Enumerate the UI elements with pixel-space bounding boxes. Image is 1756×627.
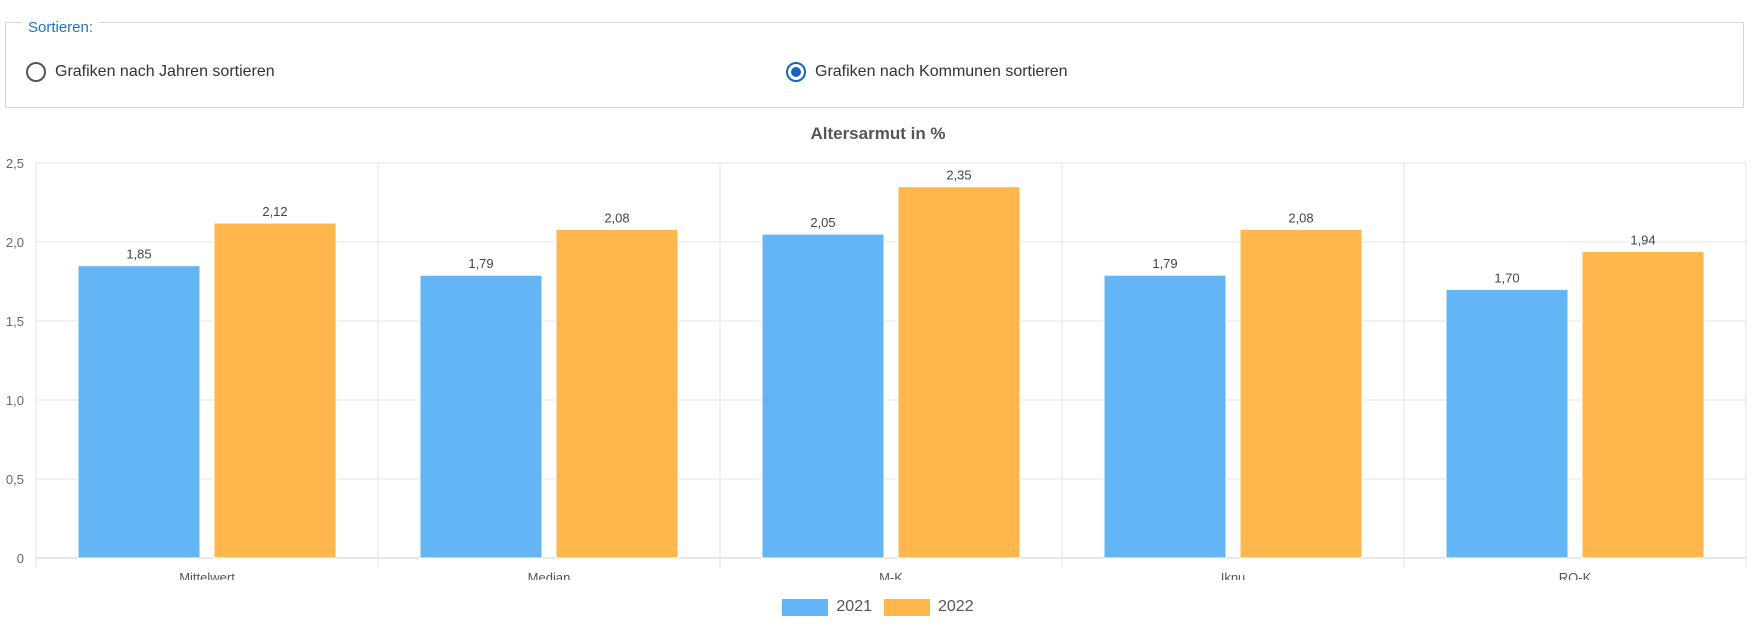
bar-2021 <box>1103 274 1227 559</box>
data-label: 1,70 <box>1494 270 1519 285</box>
data-label: 1,85 <box>126 247 151 262</box>
radio-sort-by-year[interactable]: Grafiken nach Jahren sortieren <box>26 62 275 82</box>
y-tick-label: 1,0 <box>6 393 24 408</box>
chart-title: Altersarmut in % <box>810 124 946 143</box>
radio-button-year[interactable] <box>26 62 46 82</box>
sort-legend: Sortieren: <box>22 19 100 37</box>
bar-2021 <box>1445 288 1569 559</box>
x-tick-label: M-K <box>879 570 903 580</box>
x-tick-label: Iknu <box>1221 570 1246 580</box>
sort-fieldset: Sortieren: Grafiken nach Jahren sortiere… <box>5 19 1744 108</box>
data-label: 1,94 <box>1630 232 1655 247</box>
x-tick-label: Mittelwert <box>179 570 235 580</box>
y-tick-label: 0,5 <box>6 472 24 487</box>
bar-chart: 0 0,5 1,0 1,5 2,0 2,5 1,85 2,12 Mittelwert 1,79 2,… <box>6 156 1747 580</box>
radio-button-municipality[interactable] <box>786 62 806 82</box>
bar-2022 <box>1239 228 1363 559</box>
y-tick-label: 2,0 <box>6 235 24 250</box>
legend-swatch-2021 <box>782 598 829 616</box>
bar-2021 <box>77 265 201 559</box>
legend-item-2022[interactable]: 2022 <box>884 598 974 616</box>
bar-2022 <box>555 228 679 559</box>
bar-2021 <box>419 274 543 559</box>
y-tick-label: 0 <box>17 551 24 566</box>
data-label: 2,12 <box>262 204 287 219</box>
legend-swatch-2022 <box>884 598 930 616</box>
legend-item-2021[interactable]: 2021 <box>782 598 872 616</box>
data-label: 2,35 <box>946 168 971 183</box>
bar-2021 <box>761 233 885 559</box>
data-label: 1,79 <box>468 256 493 271</box>
data-label: 2,08 <box>1288 210 1313 225</box>
bar-2022 <box>897 186 1021 559</box>
y-tick-label: 1,5 <box>6 314 24 329</box>
chart-legend: 2021 2022 <box>0 598 1756 616</box>
radio-sort-by-municipality[interactable]: Grafiken nach Kommunen sortieren <box>786 62 1068 82</box>
legend-label-2021: 2021 <box>836 598 872 615</box>
radio-label-municipality: Grafiken nach Kommunen sortieren <box>815 63 1068 80</box>
data-label: 2,05 <box>810 215 835 230</box>
x-tick-label: Median <box>528 570 571 580</box>
x-tick-label: RO-K <box>1559 570 1592 580</box>
y-tick-label: 2,5 <box>6 156 24 171</box>
data-label: 1,79 <box>1152 256 1177 271</box>
data-label: 2,08 <box>604 210 629 225</box>
legend-label-2022: 2022 <box>938 598 974 615</box>
bar-2022 <box>1581 250 1705 559</box>
bar-2022 <box>213 222 337 559</box>
radio-label-year: Grafiken nach Jahren sortieren <box>55 63 275 80</box>
